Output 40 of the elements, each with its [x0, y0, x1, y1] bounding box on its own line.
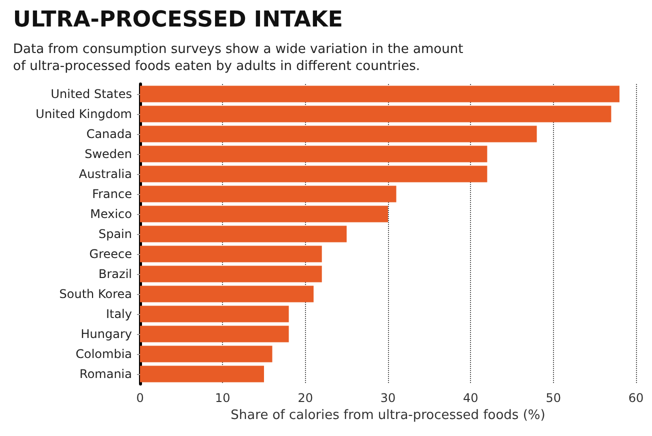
y-tick-label: Italy: [106, 307, 132, 321]
bar: [140, 286, 314, 302]
x-tick-label: 30: [380, 391, 396, 405]
y-tick-label: Hungary: [80, 327, 132, 341]
x-tick-label: 40: [463, 391, 478, 405]
y-tick-label: Spain: [98, 227, 132, 241]
y-tick-label: Colombia: [76, 347, 132, 361]
x-tick-label: 20: [298, 391, 313, 405]
x-tick-label: 50: [546, 391, 561, 405]
y-tick-label: Mexico: [90, 207, 132, 221]
bar: [140, 246, 322, 262]
x-axis-title: Share of calories from ultra-processed foods (%): [230, 408, 546, 423]
y-tick-label: Romania: [80, 367, 132, 381]
bar: [140, 366, 264, 382]
bar: [140, 226, 347, 242]
bar: [140, 86, 620, 102]
y-tick-label: United Kingdom: [36, 107, 132, 121]
y-tick-label: Canada: [86, 127, 132, 141]
chart-subtitle: Data from consumption surveys show a wide variation in the amount of ultra-processed foods eaten by adults in different countries.: [13, 42, 464, 74]
x-tick-label: 60: [628, 391, 644, 405]
y-tick-label: Brazil: [98, 267, 132, 281]
bar: [140, 326, 289, 342]
bar: [140, 126, 537, 142]
bar: [140, 106, 612, 122]
y-tick-label: Australia: [78, 167, 132, 181]
bar: [140, 166, 488, 182]
y-tick-label: Sweden: [84, 147, 132, 161]
y-tick-label: South Korea: [59, 287, 132, 301]
bar: [140, 206, 388, 222]
chart-title: ULTRA-PROCESSED INTAKE: [13, 8, 343, 32]
x-tick-label: 10: [215, 391, 230, 405]
bar: [140, 266, 322, 282]
y-tick-label: Greece: [89, 247, 132, 261]
bar: [140, 306, 289, 322]
bar: [140, 146, 488, 162]
y-tick-label: France: [92, 187, 132, 201]
x-tick-label: 0: [136, 391, 144, 405]
bar: [140, 186, 396, 202]
y-tick-label: United States: [50, 87, 132, 101]
bar: [140, 346, 272, 362]
